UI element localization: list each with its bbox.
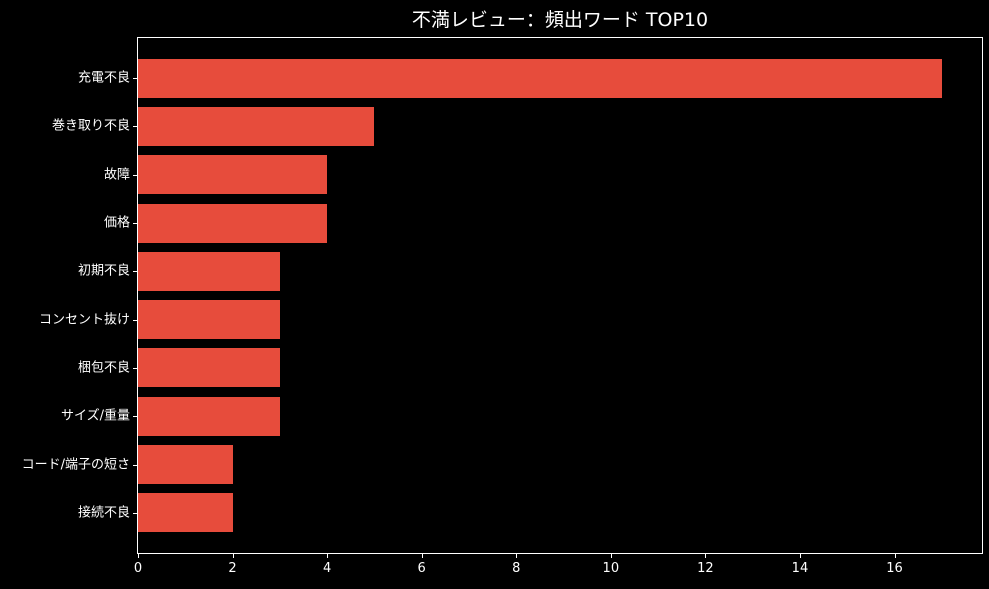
bar-row bbox=[138, 151, 982, 199]
x-tick-label: 14 bbox=[791, 561, 809, 576]
x-tick-label: 6 bbox=[417, 561, 426, 576]
bar bbox=[138, 251, 280, 291]
plot-area bbox=[137, 37, 983, 554]
bar bbox=[138, 203, 328, 243]
bar-row bbox=[138, 489, 982, 537]
y-tick-mark bbox=[133, 513, 137, 514]
y-tick-mark bbox=[133, 126, 137, 127]
bar bbox=[138, 155, 328, 195]
x-tick-label: 12 bbox=[697, 561, 714, 576]
y-tick-label: 価格 bbox=[103, 215, 130, 231]
bar-row bbox=[138, 344, 982, 392]
x-tick-label: 2 bbox=[228, 561, 237, 576]
y-tick-label: 充電不良 bbox=[77, 70, 130, 86]
y-tick-label: コンセント抜け bbox=[38, 312, 130, 328]
bar bbox=[138, 348, 280, 388]
bar bbox=[138, 445, 233, 485]
y-tick-label: 梱包不良 bbox=[77, 360, 130, 376]
x-tick-mark bbox=[233, 554, 234, 558]
bar bbox=[138, 396, 280, 436]
x-tick-label: 10 bbox=[602, 561, 620, 576]
x-tick-mark bbox=[705, 554, 706, 558]
bar-row bbox=[138, 440, 982, 488]
bar-row bbox=[138, 392, 982, 440]
bar-row bbox=[138, 102, 982, 150]
bar bbox=[138, 58, 942, 98]
y-tick-mark bbox=[133, 465, 137, 466]
chart-title: 不満レビュー：頻出ワード TOP10 bbox=[411, 9, 709, 31]
x-tick-mark bbox=[516, 554, 517, 558]
y-tick-mark bbox=[133, 368, 137, 369]
bar bbox=[138, 106, 375, 146]
x-tick-mark bbox=[422, 554, 423, 558]
bar-row bbox=[138, 199, 982, 247]
x-tick-label: 0 bbox=[133, 561, 143, 576]
y-tick-mark bbox=[133, 78, 137, 79]
bars-container bbox=[138, 38, 982, 553]
y-tick-label: 巻き取り不良 bbox=[51, 118, 130, 134]
y-tick-label: 故障 bbox=[103, 167, 130, 183]
y-tick-mark bbox=[133, 320, 137, 321]
y-tick-mark bbox=[133, 223, 137, 224]
x-tick-label: 4 bbox=[322, 561, 332, 576]
x-tick-mark bbox=[327, 554, 328, 558]
x-tick-mark bbox=[611, 554, 612, 558]
y-tick-mark bbox=[133, 416, 137, 417]
bar-row bbox=[138, 54, 982, 102]
bar bbox=[138, 493, 233, 533]
x-tick-label: 8 bbox=[512, 561, 521, 576]
x-tick-mark bbox=[138, 554, 139, 558]
y-tick-label: 初期不良 bbox=[77, 263, 130, 279]
x-tick-mark bbox=[800, 554, 801, 558]
x-tick-mark bbox=[895, 554, 896, 558]
x-tick-label: 16 bbox=[886, 561, 903, 576]
y-tick-label: 接続不良 bbox=[77, 505, 130, 521]
bar-row bbox=[138, 295, 982, 343]
bar-row bbox=[138, 247, 982, 295]
y-tick-label: コード/端子の短さ bbox=[21, 457, 130, 473]
y-tick-mark bbox=[133, 175, 137, 176]
bar bbox=[138, 300, 280, 340]
y-tick-mark bbox=[133, 271, 137, 272]
y-tick-label: サイズ/重量 bbox=[61, 408, 130, 424]
